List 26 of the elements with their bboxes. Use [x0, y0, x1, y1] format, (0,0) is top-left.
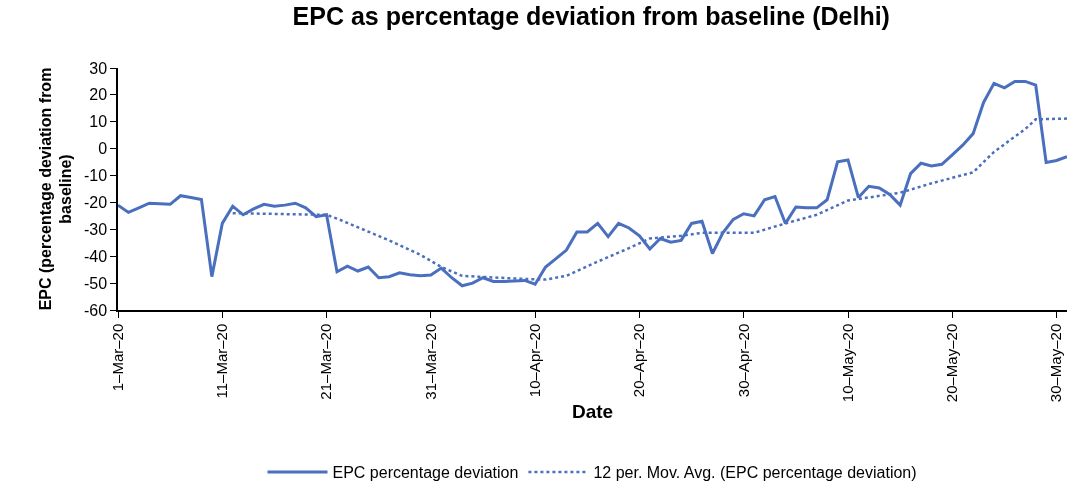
y-tick-label: -20 — [83, 194, 108, 212]
x-tick-label: 11–Mar–20 — [213, 323, 231, 399]
y-tick-label: -10 — [83, 167, 108, 185]
x-tick-label: 31–Mar–20 — [421, 323, 439, 400]
legend-label: 12 per. Mov. Avg. (EPC percentage deviation) — [593, 464, 917, 482]
y-tick-label: 0 — [98, 140, 108, 158]
y-tick-label: 10 — [89, 113, 108, 131]
x-tick-label: 30–Apr–20 — [734, 323, 752, 398]
y-tick-label: -60 — [83, 301, 108, 319]
x-tick-label: 10–May–20 — [838, 323, 856, 403]
x-tick-label: 10–Apr–20 — [526, 323, 544, 398]
x-tick-label: 30–May–20 — [1047, 323, 1065, 403]
line-series — [118, 79, 1067, 288]
legend-label: EPC percentage deviation — [332, 464, 519, 482]
x-tick-label: 21–Mar–20 — [317, 323, 335, 400]
x-tick-label: 20–Apr–20 — [630, 323, 648, 398]
y-tick-label: 20 — [89, 86, 108, 104]
y-tick-label: -50 — [83, 274, 108, 292]
y-tick-label: -40 — [83, 247, 108, 265]
y-tick-label: -30 — [83, 220, 108, 238]
x-tick-label: 20–May–20 — [943, 323, 961, 403]
y-axis-title: EPC (percentage deviation from baseline) — [36, 67, 75, 311]
y-tick-label: 30 — [89, 59, 108, 77]
x-axis-title: Date — [571, 401, 614, 423]
x-tick-label: 1–Mar–20 — [108, 323, 126, 392]
chart-title: EPC as percentage deviation from baseline (Delhi) — [292, 1, 890, 30]
